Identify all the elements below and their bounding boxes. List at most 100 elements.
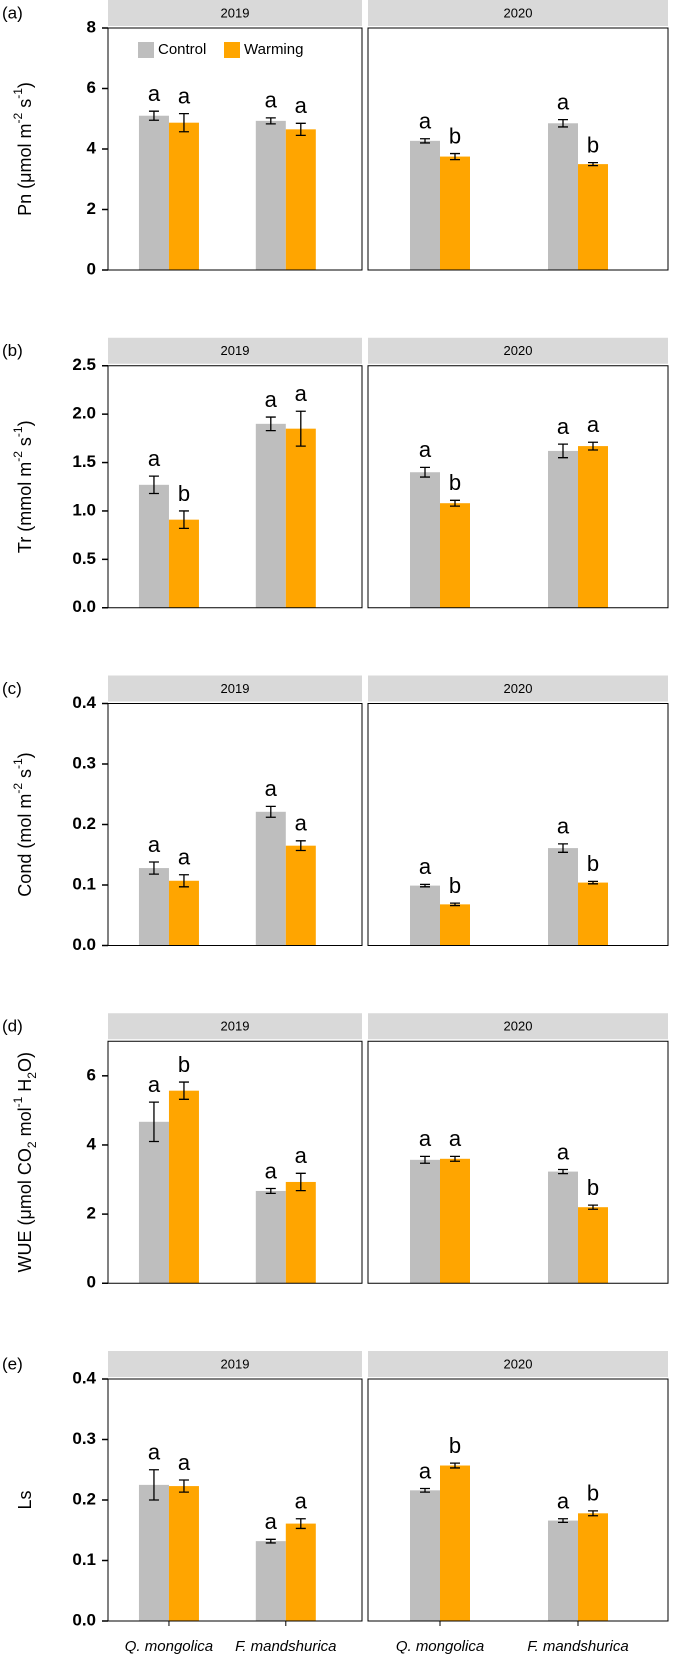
y-tick-label: 6 [87, 1065, 96, 1084]
error-bar [558, 119, 568, 128]
significance-letter: a [557, 1489, 570, 1514]
error-bar [178, 510, 189, 530]
bar [168, 880, 199, 946]
bar [168, 1090, 199, 1284]
y-label-part: ) [15, 752, 35, 758]
bar [440, 156, 470, 270]
significance-letter: a [265, 1158, 278, 1183]
significance-letter: a [265, 776, 278, 801]
significance-letter: b [449, 123, 461, 148]
y-tick-label: 0.2 [72, 814, 96, 833]
facet-strip [108, 0, 362, 26]
facet-strip [108, 1013, 362, 1040]
significance-letter: b [449, 1433, 461, 1458]
bar [168, 122, 199, 271]
facet-title: 2019 [221, 1019, 250, 1034]
panel-label: (c) [2, 679, 22, 698]
bar [410, 1490, 440, 1621]
y-axis-label: WUE (μmol CO2 mol-1 H2O) [11, 1052, 39, 1272]
bar [285, 428, 316, 608]
error-bar [148, 475, 159, 495]
error-bar [178, 874, 189, 888]
error-bar [148, 1101, 159, 1143]
error-bar [265, 805, 276, 818]
bar [168, 1486, 199, 1621]
bar [548, 450, 578, 608]
significance-letter: b [587, 1175, 599, 1200]
bar [440, 1465, 470, 1621]
plot-frame [107, 1378, 363, 1622]
error-bar [558, 1518, 568, 1524]
y-axis-label: Cond (mol m-2 s-1) [11, 752, 35, 896]
y-axis-label: Ls [15, 1490, 35, 1509]
y-tick-label: 1.0 [72, 500, 96, 519]
bar [578, 1207, 608, 1284]
y-tick-label: 4 [87, 1134, 97, 1153]
error-bar [588, 441, 598, 451]
y-label-part: s [15, 769, 35, 783]
error-bar [178, 1081, 189, 1100]
bar [285, 845, 316, 946]
y-tick-label: 0.0 [72, 597, 96, 616]
facet-strip [108, 675, 362, 702]
legend-swatch [224, 42, 240, 58]
y-label-part: Cond (mol m [15, 794, 35, 897]
significance-letter: a [148, 1440, 161, 1465]
error-bar [558, 843, 568, 853]
significance-letter: a [295, 1143, 308, 1168]
legend-label: Control [158, 41, 206, 58]
bar [255, 1541, 286, 1621]
error-bar [588, 1204, 598, 1210]
y-tick-label: 0.3 [72, 1429, 96, 1448]
significance-letter: a [295, 1489, 308, 1514]
error-bar [420, 883, 430, 888]
y-label-part: Ls [15, 1490, 35, 1509]
significance-letter: a [178, 845, 191, 870]
facet-strip [108, 337, 362, 364]
y-tick-label: 2 [87, 199, 96, 218]
significance-letter: a [148, 1072, 161, 1097]
significance-letter: a [419, 854, 432, 879]
facet-title: 2020 [504, 343, 533, 358]
bar [440, 503, 470, 608]
plot-frame [367, 1378, 669, 1622]
error-bar [450, 499, 460, 507]
facet-title: 2020 [504, 681, 533, 696]
y-tick-label: 1.5 [72, 452, 96, 471]
bar [255, 120, 286, 271]
bar [410, 1159, 440, 1284]
significance-letter: b [587, 851, 599, 876]
y-tick-label: 2.5 [72, 355, 96, 374]
facet-strip [368, 1013, 668, 1040]
facet-title: 2019 [221, 1356, 250, 1371]
error-bar [295, 1172, 306, 1192]
bar [138, 1121, 169, 1284]
error-bar [178, 1479, 189, 1493]
facet-title: 2019 [221, 343, 250, 358]
y-label-part: Tr (mmol m [15, 462, 35, 553]
plot-frame [107, 365, 363, 609]
y-label-part: H [15, 1079, 35, 1097]
bar [410, 472, 440, 608]
significance-letter: b [449, 470, 461, 495]
y-tick-label: 0.1 [72, 1550, 96, 1569]
facet-title: 2019 [221, 681, 250, 696]
y-tick-label: 0.0 [72, 935, 96, 954]
plot-frame [367, 27, 669, 271]
facet-title: 2020 [504, 1019, 533, 1034]
bar [168, 519, 199, 608]
error-bar [265, 1187, 276, 1195]
y-label-part: ) [15, 420, 35, 426]
panel-label: (d) [2, 1017, 23, 1036]
bar [410, 140, 440, 270]
significance-letter: a [587, 412, 600, 437]
y-label-part: -2 [11, 783, 25, 794]
bar [255, 1190, 286, 1284]
error-bar [265, 416, 276, 432]
y-tick-label: 8 [87, 17, 96, 36]
y-tick-label: 6 [87, 78, 96, 97]
y-label-part: mol [15, 1107, 35, 1141]
error-bar [420, 138, 430, 144]
x-tick-label: F. mandshurica [235, 1638, 336, 1655]
bar [578, 1513, 608, 1621]
